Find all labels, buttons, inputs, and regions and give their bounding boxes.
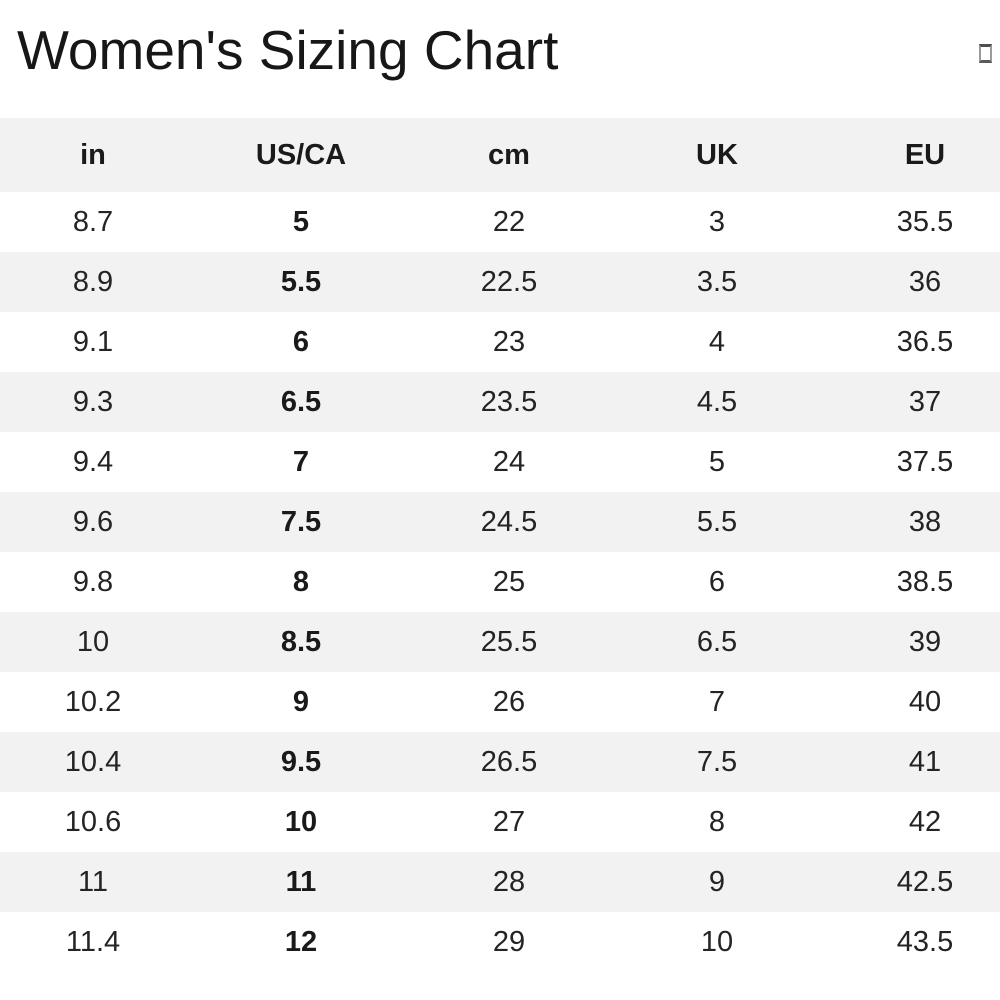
cell-eu: 36 <box>821 252 1000 312</box>
cell-in: 10.4 <box>0 732 197 792</box>
table-header-row: in US/CA cm UK EU <box>0 118 1000 192</box>
cell-eu: 38.5 <box>821 552 1000 612</box>
cell-eu: 42.5 <box>821 852 1000 912</box>
table-row: 10.4 9.5 26.5 7.5 41 <box>0 732 1000 792</box>
page-title: Women's Sizing Chart <box>17 19 559 81</box>
table-head: in US/CA cm UK EU <box>0 118 1000 192</box>
cell-in: 11.4 <box>0 912 197 972</box>
cell-cm: 27 <box>405 792 613 852</box>
column-header-uk: UK <box>613 118 821 192</box>
cell-usca: 5 <box>197 192 405 252</box>
cell-usca: 10 <box>197 792 405 852</box>
cell-cm: 24.5 <box>405 492 613 552</box>
cell-usca: 6.5 <box>197 372 405 432</box>
table-row: 9.1 6 23 4 36.5 <box>0 312 1000 372</box>
page-header: Women's Sizing Chart <box>0 0 1000 118</box>
table-row: 9.4 7 24 5 37.5 <box>0 432 1000 492</box>
cell-usca: 7.5 <box>197 492 405 552</box>
cell-eu: 39 <box>821 612 1000 672</box>
cell-eu: 38 <box>821 492 1000 552</box>
cell-uk: 5 <box>613 432 821 492</box>
cell-eu: 37.5 <box>821 432 1000 492</box>
cell-uk: 10 <box>613 912 821 972</box>
cell-usca: 7 <box>197 432 405 492</box>
cell-uk: 4 <box>613 312 821 372</box>
table-row: 10 8.5 25.5 6.5 39 <box>0 612 1000 672</box>
cell-cm: 25 <box>405 552 613 612</box>
cell-eu: 42 <box>821 792 1000 852</box>
column-header-usca: US/CA <box>197 118 405 192</box>
cell-uk: 5.5 <box>613 492 821 552</box>
cell-uk: 3 <box>613 192 821 252</box>
cell-cm: 23 <box>405 312 613 372</box>
cell-usca: 9.5 <box>197 732 405 792</box>
cell-in: 8.7 <box>0 192 197 252</box>
cell-cm: 22 <box>405 192 613 252</box>
table-row: 11 11 28 9 42.5 <box>0 852 1000 912</box>
table-row: 8.9 5.5 22.5 3.5 36 <box>0 252 1000 312</box>
cell-uk: 8 <box>613 792 821 852</box>
cell-in: 9.6 <box>0 492 197 552</box>
cell-cm: 25.5 <box>405 612 613 672</box>
cell-in: 10.2 <box>0 672 197 732</box>
cell-in: 9.3 <box>0 372 197 432</box>
cell-uk: 4.5 <box>613 372 821 432</box>
table-row: 10.2 9 26 7 40 <box>0 672 1000 732</box>
cell-eu: 35.5 <box>821 192 1000 252</box>
cell-cm: 24 <box>405 432 613 492</box>
cell-in: 10 <box>0 612 197 672</box>
cell-usca: 11 <box>197 852 405 912</box>
missing-glyph-box-icon <box>979 44 992 63</box>
cell-in: 8.9 <box>0 252 197 312</box>
cell-cm: 29 <box>405 912 613 972</box>
cell-eu: 40 <box>821 672 1000 732</box>
cell-usca: 12 <box>197 912 405 972</box>
sizing-table: in US/CA cm UK EU 8.7 5 22 3 35.5 8.9 5.5 22.5 3… <box>0 118 1000 972</box>
cell-uk: 3.5 <box>613 252 821 312</box>
table-row: 9.6 7.5 24.5 5.5 38 <box>0 492 1000 552</box>
cell-usca: 8.5 <box>197 612 405 672</box>
cell-in: 9.8 <box>0 552 197 612</box>
cell-in: 9.4 <box>0 432 197 492</box>
cell-in: 9.1 <box>0 312 197 372</box>
cell-usca: 8 <box>197 552 405 612</box>
cell-eu: 36.5 <box>821 312 1000 372</box>
table-row: 11.4 12 29 10 43.5 <box>0 912 1000 972</box>
cell-uk: 6 <box>613 552 821 612</box>
cell-uk: 7 <box>613 672 821 732</box>
column-header-cm: cm <box>405 118 613 192</box>
cell-cm: 28 <box>405 852 613 912</box>
cell-cm: 23.5 <box>405 372 613 432</box>
cell-cm: 22.5 <box>405 252 613 312</box>
cell-eu: 41 <box>821 732 1000 792</box>
table-row: 8.7 5 22 3 35.5 <box>0 192 1000 252</box>
cell-in: 10.6 <box>0 792 197 852</box>
cell-cm: 26.5 <box>405 732 613 792</box>
cell-usca: 9 <box>197 672 405 732</box>
cell-eu: 43.5 <box>821 912 1000 972</box>
cell-eu: 37 <box>821 372 1000 432</box>
sizing-table-wrap: in US/CA cm UK EU 8.7 5 22 3 35.5 8.9 5.5 22.5 3… <box>0 118 1000 972</box>
cell-usca: 6 <box>197 312 405 372</box>
column-header-eu: EU <box>821 118 1000 192</box>
table-row: 10.6 10 27 8 42 <box>0 792 1000 852</box>
cell-in: 11 <box>0 852 197 912</box>
cell-uk: 9 <box>613 852 821 912</box>
cell-uk: 6.5 <box>613 612 821 672</box>
table-row: 9.8 8 25 6 38.5 <box>0 552 1000 612</box>
cell-cm: 26 <box>405 672 613 732</box>
table-row: 9.3 6.5 23.5 4.5 37 <box>0 372 1000 432</box>
table-body: 8.7 5 22 3 35.5 8.9 5.5 22.5 3.5 36 9.1 6 23 4 36.5 9.3… <box>0 192 1000 972</box>
cell-usca: 5.5 <box>197 252 405 312</box>
column-header-in: in <box>0 118 197 192</box>
cell-uk: 7.5 <box>613 732 821 792</box>
